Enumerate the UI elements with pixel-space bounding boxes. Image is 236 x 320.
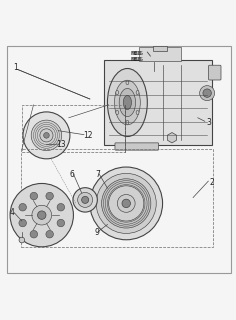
- Text: NSS: NSS: [131, 57, 142, 62]
- Circle shape: [40, 129, 53, 142]
- Circle shape: [203, 89, 211, 97]
- Text: 12: 12: [83, 131, 92, 140]
- Ellipse shape: [126, 80, 129, 85]
- Circle shape: [38, 211, 46, 219]
- Circle shape: [10, 183, 73, 247]
- Circle shape: [31, 120, 62, 151]
- Bar: [104, 60, 212, 145]
- Text: NSS: NSS: [131, 51, 142, 56]
- Circle shape: [96, 173, 156, 233]
- Circle shape: [82, 196, 89, 204]
- Ellipse shape: [116, 91, 119, 95]
- Ellipse shape: [126, 120, 129, 124]
- FancyBboxPatch shape: [209, 65, 221, 80]
- Text: 2: 2: [210, 178, 214, 187]
- Text: NSS: NSS: [131, 51, 143, 56]
- Circle shape: [90, 167, 163, 240]
- Bar: [139, 47, 181, 61]
- Bar: [21, 149, 213, 247]
- Ellipse shape: [116, 110, 119, 115]
- Circle shape: [19, 204, 26, 211]
- Ellipse shape: [107, 68, 147, 137]
- Circle shape: [57, 204, 65, 211]
- Text: 13: 13: [56, 140, 65, 149]
- Ellipse shape: [123, 95, 131, 109]
- Circle shape: [32, 205, 52, 225]
- Text: 4: 4: [10, 208, 15, 217]
- Circle shape: [46, 192, 53, 200]
- Text: 1: 1: [14, 63, 18, 72]
- Circle shape: [57, 219, 65, 227]
- Circle shape: [78, 192, 93, 207]
- Text: 7: 7: [96, 170, 101, 179]
- Text: 6: 6: [70, 170, 75, 179]
- Circle shape: [109, 186, 144, 221]
- FancyBboxPatch shape: [150, 50, 164, 55]
- Circle shape: [101, 179, 151, 228]
- FancyBboxPatch shape: [151, 57, 163, 62]
- Ellipse shape: [119, 88, 136, 116]
- Text: 9: 9: [95, 228, 99, 237]
- Circle shape: [44, 132, 49, 138]
- Ellipse shape: [136, 91, 139, 95]
- Bar: [153, 46, 167, 51]
- Circle shape: [117, 195, 135, 212]
- Circle shape: [30, 192, 38, 200]
- Circle shape: [200, 86, 215, 101]
- Circle shape: [73, 188, 97, 212]
- FancyBboxPatch shape: [115, 143, 159, 150]
- Circle shape: [19, 237, 25, 243]
- Circle shape: [19, 219, 26, 227]
- Ellipse shape: [136, 110, 139, 115]
- Circle shape: [122, 199, 131, 208]
- Bar: [22, 105, 125, 152]
- Circle shape: [23, 112, 70, 159]
- Ellipse shape: [114, 80, 140, 125]
- Text: NSS: NSS: [131, 57, 143, 62]
- Circle shape: [30, 230, 38, 238]
- Circle shape: [46, 230, 53, 238]
- Text: 3: 3: [206, 118, 211, 127]
